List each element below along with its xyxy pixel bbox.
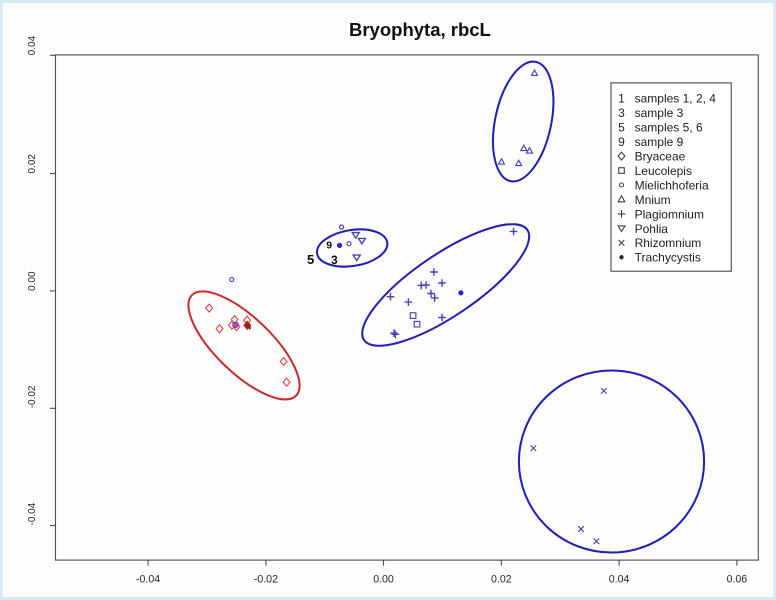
svg-text:3: 3: [331, 253, 338, 267]
svg-text:0.02: 0.02: [491, 574, 512, 586]
svg-text:samples 5, 6: samples 5, 6: [635, 121, 703, 135]
svg-text:0.00: 0.00: [373, 574, 394, 586]
svg-text:Plagiomnium: Plagiomnium: [635, 207, 704, 221]
svg-text:0.06: 0.06: [727, 574, 748, 586]
svg-text:3: 3: [618, 106, 625, 120]
svg-text:-0.04: -0.04: [27, 502, 38, 525]
svg-text:Trachycystis: Trachycystis: [635, 251, 701, 265]
svg-text:Bryaceae: Bryaceae: [635, 150, 686, 164]
svg-text:1: 1: [618, 92, 625, 106]
svg-text:Bryophyta, rbcL: Bryophyta, rbcL: [349, 19, 491, 40]
svg-text:9: 9: [326, 239, 332, 251]
svg-text:sample 3: sample 3: [635, 106, 684, 120]
svg-text:-0.04: -0.04: [136, 574, 160, 586]
svg-text:Leucolepis: Leucolepis: [635, 164, 692, 178]
svg-text:0.00: 0.00: [27, 271, 38, 291]
svg-text:5: 5: [618, 121, 625, 135]
svg-text:Pohlia: Pohlia: [635, 222, 669, 236]
svg-text:Mielichhoferia: Mielichhoferia: [635, 178, 709, 192]
svg-text:-0.02: -0.02: [27, 385, 38, 408]
svg-text:sample 9: sample 9: [635, 135, 684, 149]
svg-text:0.04: 0.04: [609, 574, 630, 586]
svg-text:samples 1, 2, 4: samples 1, 2, 4: [635, 92, 717, 106]
svg-text:Mnium: Mnium: [635, 193, 671, 207]
svg-text:9: 9: [618, 135, 625, 149]
svg-text:0.02: 0.02: [27, 154, 38, 174]
svg-text:0.04: 0.04: [27, 35, 38, 55]
svg-text:5: 5: [307, 252, 314, 267]
svg-text:-0.02: -0.02: [254, 574, 278, 586]
svg-text:Rhizomnium: Rhizomnium: [635, 236, 702, 250]
